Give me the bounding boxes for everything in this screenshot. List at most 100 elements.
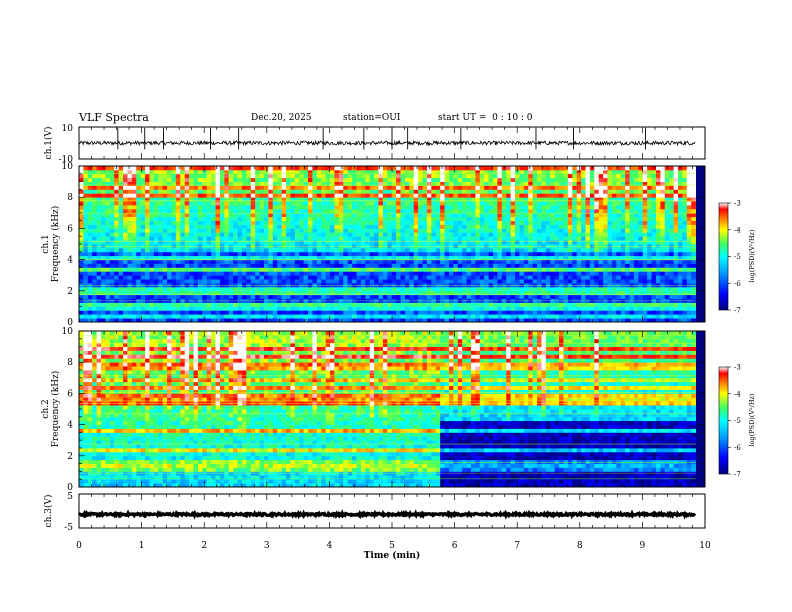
spectrogram-cell (404, 244, 410, 249)
spectrogram-cell (241, 251, 247, 257)
spectrogram-cell (228, 263, 234, 268)
spectrogram-cell (550, 169, 556, 175)
spectrogram-cell (404, 314, 410, 319)
spectrogram-cell (523, 208, 529, 214)
spectrogram-cell (435, 279, 441, 284)
spectrogram-cell (541, 169, 547, 175)
spectrogram-cell (233, 173, 238, 179)
spectrogram-cell (330, 267, 335, 272)
spectrogram-cell (140, 279, 146, 284)
spectrogram-cell (321, 236, 327, 241)
spectrogram-cell (360, 263, 366, 268)
spectrogram-cell (532, 240, 538, 245)
spectrogram-cell (519, 177, 525, 182)
spectrogram-cell (197, 169, 203, 175)
spectrogram-cell (519, 201, 525, 206)
spectrogram-cell (400, 318, 406, 322)
spectrogram-cell (374, 290, 379, 296)
spectrogram-cell (360, 271, 366, 276)
spectrogram-cell (576, 185, 582, 190)
spectrogram-cell (79, 185, 84, 190)
spectrogram-cell (484, 240, 489, 245)
spectrogram-cell (572, 310, 578, 315)
spectrogram-cell (378, 181, 384, 186)
spectrogram-cell (312, 205, 318, 210)
spectrogram-cell (563, 169, 569, 175)
spectrogram-cell (537, 244, 542, 249)
spectrogram-cell (352, 197, 357, 202)
spectrogram-cell (83, 193, 89, 198)
spectrogram-cell (96, 251, 102, 257)
spectrogram-cell (603, 224, 608, 229)
spectrogram-cell (418, 193, 423, 198)
spectrogram-cell (589, 267, 595, 272)
spectrogram-cell (175, 185, 181, 190)
spectrogram-cell (215, 224, 221, 229)
spectrogram-cell (259, 279, 265, 284)
spectrogram-cell (184, 251, 190, 257)
spectrogram-cell (479, 208, 485, 214)
spectrogram-cell (263, 224, 269, 229)
spectrogram-cell (418, 173, 423, 179)
spectrogram-cell (114, 286, 120, 292)
spectrogram-cell (497, 220, 503, 225)
spectrogram-cell (409, 169, 415, 175)
spectrogram-cell (118, 294, 124, 299)
spectrogram-cell (92, 286, 98, 292)
spectrogram-cell (259, 173, 265, 179)
spectrogram-cell (576, 201, 582, 206)
spectrogram-cell (321, 224, 327, 229)
spectrogram-cell (303, 193, 309, 198)
spectrogram-cell (515, 232, 520, 237)
spectrogram-cell (448, 205, 454, 210)
spectrogram-cell (197, 267, 203, 272)
spectrogram-cell (136, 177, 142, 182)
spectrogram-cell (404, 318, 410, 322)
spectrogram-cell (581, 314, 586, 319)
spectrogram-cell (206, 220, 212, 225)
spectrogram-cell (532, 302, 538, 307)
spectrogram-cell (479, 236, 485, 241)
spectrogram-cell (479, 166, 485, 171)
spectrogram-cell (224, 247, 230, 253)
spectrogram-cell (396, 294, 401, 299)
spectrogram-cell (616, 185, 622, 190)
spectrogram-cell (457, 279, 463, 284)
spectrogram-cell (607, 318, 613, 322)
spectrogram-cell (290, 185, 296, 190)
spectrogram-cell (550, 318, 556, 322)
spectrogram-cell (131, 259, 137, 264)
spectrogram-cell (303, 232, 309, 237)
spectrogram-cell (387, 244, 393, 249)
spectrogram-cell (400, 193, 406, 198)
spectrogram-cell (105, 275, 111, 280)
spectrogram-cell (409, 228, 415, 233)
spectrogram-cell (316, 189, 322, 194)
spectrogram-cell (611, 267, 617, 272)
spectrogram-cell (105, 306, 111, 311)
spectrogram-cell (506, 189, 512, 194)
spectrogram-cell (215, 212, 221, 218)
spectrogram-cell (127, 310, 133, 315)
spectrogram-cell (228, 197, 234, 202)
spectrogram-cell (215, 177, 221, 182)
spectrogram-cell (145, 275, 150, 280)
spectrogram-cell (228, 236, 234, 241)
spectrogram-cell (184, 201, 190, 206)
spectrogram-cell (448, 228, 454, 233)
spectrogram-cell (343, 189, 349, 194)
spectrogram-cell (356, 267, 362, 272)
spectrogram-cell (616, 271, 622, 276)
spectrogram-cell (286, 181, 291, 186)
spectrogram-cell (378, 220, 384, 225)
spectrogram-cell (79, 197, 84, 202)
spectrogram-cell (277, 240, 282, 245)
spectrogram-cell (523, 224, 529, 229)
spectrogram-cell (550, 290, 556, 296)
spectrogram-cell (418, 185, 423, 190)
spectrogram-cell (470, 294, 476, 299)
spectrogram-cell (497, 251, 503, 257)
spectrogram-cell (325, 224, 331, 229)
spectrogram-cell (515, 247, 520, 253)
spectrogram-cell (277, 259, 282, 264)
